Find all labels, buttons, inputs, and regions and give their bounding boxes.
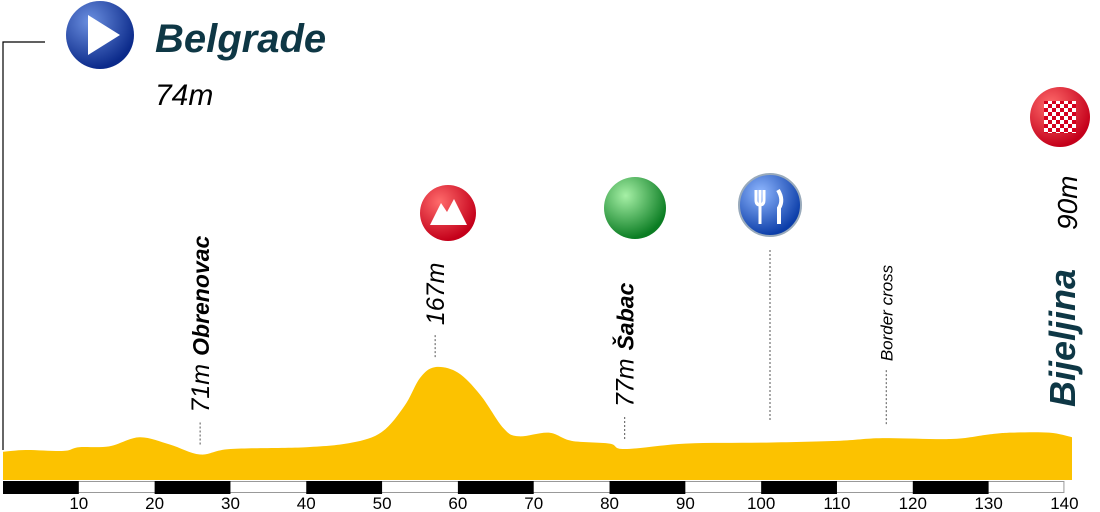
elevation-area bbox=[3, 366, 1072, 480]
x-tick-label: 20 bbox=[145, 494, 164, 512]
x-tick-label: 60 bbox=[448, 494, 467, 512]
x-tick-label: 40 bbox=[297, 494, 316, 512]
elevation-annotation: 71m Obrenovac bbox=[187, 236, 215, 413]
town-name: Šabac bbox=[612, 282, 639, 350]
elevation-annotation: 77m Šabac bbox=[612, 282, 640, 407]
km-segment bbox=[3, 481, 79, 494]
km-segment bbox=[912, 481, 989, 494]
elevation-label: 77m bbox=[612, 358, 640, 407]
start-name: Belgrade bbox=[155, 17, 326, 61]
km-segment bbox=[306, 481, 383, 494]
finish-name: Bijeljina bbox=[1042, 269, 1083, 407]
sprint-icon bbox=[604, 177, 666, 239]
feed-icon bbox=[738, 173, 802, 422]
x-tick-label: 70 bbox=[524, 494, 543, 512]
mountain-icon bbox=[420, 185, 476, 241]
km-segment bbox=[154, 481, 231, 494]
town-name: Obrenovac bbox=[188, 236, 214, 356]
elevation-label: 71m bbox=[187, 364, 215, 413]
finish-icon bbox=[1030, 87, 1090, 147]
x-tick-label: 30 bbox=[221, 494, 240, 512]
x-tick-label: 110 bbox=[823, 494, 850, 512]
elevation-label: 74m bbox=[155, 79, 213, 112]
km-segment bbox=[457, 481, 534, 494]
x-tick-label: 50 bbox=[373, 494, 392, 512]
elevation-annotation: 167m bbox=[422, 263, 450, 326]
bracket bbox=[2, 41, 45, 450]
elevation-label: 167m bbox=[422, 263, 450, 326]
x-tick-label: 90 bbox=[676, 494, 695, 512]
x-tick-label: 100 bbox=[747, 494, 775, 512]
x-tick-label: 120 bbox=[899, 494, 927, 512]
x-tick-label: 130 bbox=[974, 494, 1002, 512]
x-tick-label: 140 bbox=[1050, 494, 1078, 512]
elevation-label: 90m bbox=[1052, 176, 1083, 230]
x-tick-label: 10 bbox=[69, 494, 88, 512]
x-tick-label: 80 bbox=[600, 494, 619, 512]
km-segment bbox=[761, 481, 837, 494]
km-segment bbox=[609, 481, 686, 494]
annotation-label: Border cross bbox=[877, 264, 896, 361]
start-icon bbox=[66, 1, 134, 69]
